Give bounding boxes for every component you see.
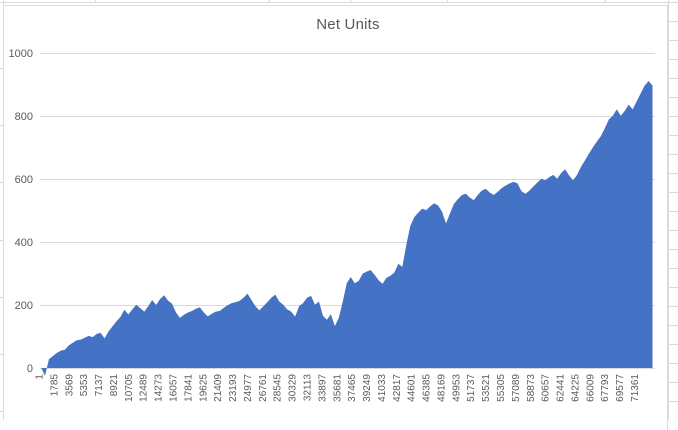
x-tick-label: 26761 [258,374,269,402]
x-tick-label: 62441 [556,374,567,402]
x-tick-label: 39249 [362,374,373,402]
x-tick-label: 33897 [317,374,328,402]
area-series-net-units[interactable] [41,81,653,376]
x-tick-label: 49953 [451,374,462,402]
y-tick-label: 600 [15,174,33,186]
y-tick-label: 400 [15,237,33,249]
x-tick-label: 32113 [302,374,313,402]
chart-title: Net Units [316,16,380,33]
x-tick-label: 17841 [183,374,194,402]
x-tick-label: 55305 [496,374,507,402]
x-tick-label: 71361 [630,374,641,402]
x-tick-label: 3569 [64,374,75,397]
x-tick-label: 37465 [347,374,358,402]
x-tick-label: 16057 [168,374,179,402]
x-tick-label: 44601 [407,374,418,402]
x-tick-label: 10705 [124,374,135,402]
x-tick-label: 23193 [228,374,239,402]
x-tick-label: 51737 [466,374,477,402]
x-tick-label: 7137 [94,374,105,397]
x-tick-label: 30329 [288,374,299,402]
x-tick-label: 12489 [139,374,150,402]
x-tick-label: 48169 [436,374,447,402]
x-tick-label: 1785 [49,374,60,397]
x-tick-label: 66009 [585,374,596,402]
x-tick-label: 46385 [422,374,433,402]
x-tick-label: 8921 [109,374,120,397]
x-tick-label: 42817 [392,374,403,402]
area-chart-plot: 0 200 400 600 800 1000 1 1785 3569 5353 7137 8921 10… [9,48,655,402]
x-tick-label: 35681 [332,374,343,402]
y-tick-label: 1000 [9,48,33,60]
y-tick-label: 200 [15,300,33,312]
y-tick-label: 800 [15,111,33,123]
x-tick-label: 64225 [570,374,581,402]
x-tick-label: 21409 [213,374,224,402]
x-tick-label: 58873 [526,374,537,402]
y-tick-label: 0 [27,363,33,375]
x-tick-label: 53521 [481,374,492,402]
x-tick-label: 41033 [377,374,388,402]
x-tick-label: 5353 [79,374,90,397]
x-tick-label: 67793 [600,374,611,402]
x-tick-label: 1 [35,374,46,380]
x-tick-label: 24977 [243,374,254,402]
x-tick-label: 69577 [615,374,626,402]
x-tick-label: 57089 [511,374,522,402]
x-tick-label: 28545 [273,374,284,402]
x-tick-label: 60657 [541,374,552,402]
x-tick-label: 19625 [198,374,209,402]
x-tick-label: 14273 [154,374,165,402]
